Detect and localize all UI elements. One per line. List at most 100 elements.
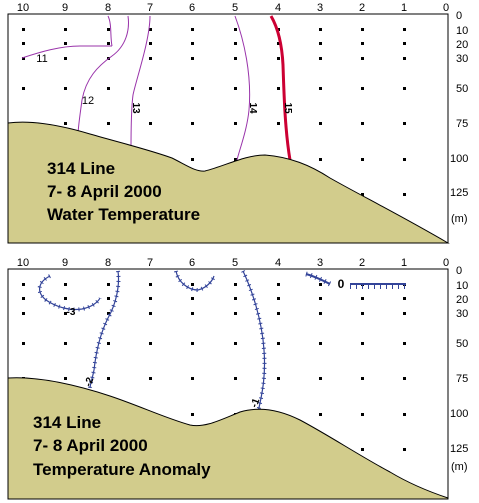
contour-line (77, 15, 129, 136)
caption-line: Water Temperature (47, 205, 200, 224)
station-dot (403, 193, 406, 196)
contour-line (21, 45, 112, 59)
station-dot (361, 28, 364, 31)
station-dot (403, 312, 406, 315)
station-dot (403, 448, 406, 451)
station-dot (234, 342, 237, 345)
y-unit-label: (m) (451, 461, 468, 473)
station-dot (107, 87, 110, 90)
station-dot (64, 342, 67, 345)
caption-line: 314 Line (47, 159, 115, 178)
y-tick-label: 0 (456, 265, 462, 277)
station-dot (149, 312, 152, 315)
station-dot (149, 297, 152, 300)
contour-label: 0 (338, 277, 345, 291)
station-dot (319, 28, 322, 31)
station-dot (234, 297, 237, 300)
station-dot (149, 283, 152, 286)
station-dot (191, 312, 194, 315)
station-dot (319, 87, 322, 90)
station-dot (319, 158, 322, 161)
station-dot (191, 297, 194, 300)
x-tick-label: 6 (189, 2, 195, 14)
station-dot (403, 413, 406, 416)
station-dot (191, 342, 194, 345)
contour-line (234, 15, 251, 161)
station-dot (361, 42, 364, 45)
station-dot (277, 57, 280, 60)
station-dot (191, 57, 194, 60)
station-dot (234, 42, 237, 45)
station-dot (107, 122, 110, 125)
contour-label: 11 (36, 53, 47, 65)
y-tick-label: 20 (456, 294, 468, 306)
y-tick-label: 10 (456, 25, 468, 37)
contour-label: 13 (130, 102, 141, 114)
station-dot (319, 42, 322, 45)
y-tick-label: 10 (456, 280, 468, 292)
y-tick-label: 75 (456, 118, 468, 130)
station-dot (234, 377, 237, 380)
anomaly-contour (241, 270, 267, 413)
station-dot (107, 283, 110, 286)
y-tick-label: 30 (456, 308, 468, 320)
station-dot (191, 283, 194, 286)
station-dot (319, 297, 322, 300)
station-dot (277, 87, 280, 90)
station-dot (319, 122, 322, 125)
anomaly-contour (174, 270, 216, 293)
anomaly-contour (37, 274, 102, 312)
caption-line: 314 Line (33, 413, 101, 432)
station-dot (361, 57, 364, 60)
station-dot (319, 312, 322, 315)
station-dot (107, 42, 110, 45)
station-dot (22, 312, 25, 315)
station-dot (22, 87, 25, 90)
station-dot (191, 42, 194, 45)
station-dot (361, 377, 364, 380)
station-dot (64, 297, 67, 300)
station-dot (22, 28, 25, 31)
contour-line (130, 15, 151, 151)
station-dot (64, 283, 67, 286)
station-dot (149, 342, 152, 345)
x-tick-label: 7 (147, 257, 153, 269)
station-dot (149, 42, 152, 45)
station-dot (107, 297, 110, 300)
y-tick-label: 75 (456, 373, 468, 385)
station-dot (403, 377, 406, 380)
anomaly-contour-zero (305, 271, 406, 289)
y-tick-label: 0 (456, 10, 462, 22)
x-tick-label: 8 (105, 2, 111, 14)
x-tick-label: 10 (17, 257, 29, 269)
contour-line (107, 15, 113, 47)
station-dot (277, 377, 280, 380)
caption-line: Temperature Anomaly (33, 460, 211, 479)
station-dot (107, 28, 110, 31)
station-dot (234, 28, 237, 31)
y-tick-label: 100 (450, 408, 468, 420)
station-dot (403, 57, 406, 60)
station-dot (64, 28, 67, 31)
contour-label: -3 (67, 307, 76, 318)
x-tick-label: 2 (359, 2, 365, 14)
station-dot (277, 342, 280, 345)
station-dot (319, 377, 322, 380)
station-dot (361, 312, 364, 315)
contour-label: -2 (83, 376, 97, 389)
station-dot (191, 122, 194, 125)
station-dot (403, 122, 406, 125)
station-dot (234, 87, 237, 90)
contour-label: 15 (282, 102, 293, 114)
x-tick-label: 0 (443, 257, 449, 269)
station-dot (149, 57, 152, 60)
station-dot (234, 283, 237, 286)
station-dot (403, 297, 406, 300)
caption-line: 7- 8 April 2000 (47, 182, 162, 201)
seafloor-bathymetry (7, 121, 450, 244)
station-dot (277, 42, 280, 45)
water-temperature-panel: 10 9 8 7 6 5 4 3 2 1 0 0 10 20 30 50 75 … (7, 2, 468, 244)
x-tick-label: 4 (275, 257, 281, 269)
x-tick-label: 9 (62, 2, 68, 14)
